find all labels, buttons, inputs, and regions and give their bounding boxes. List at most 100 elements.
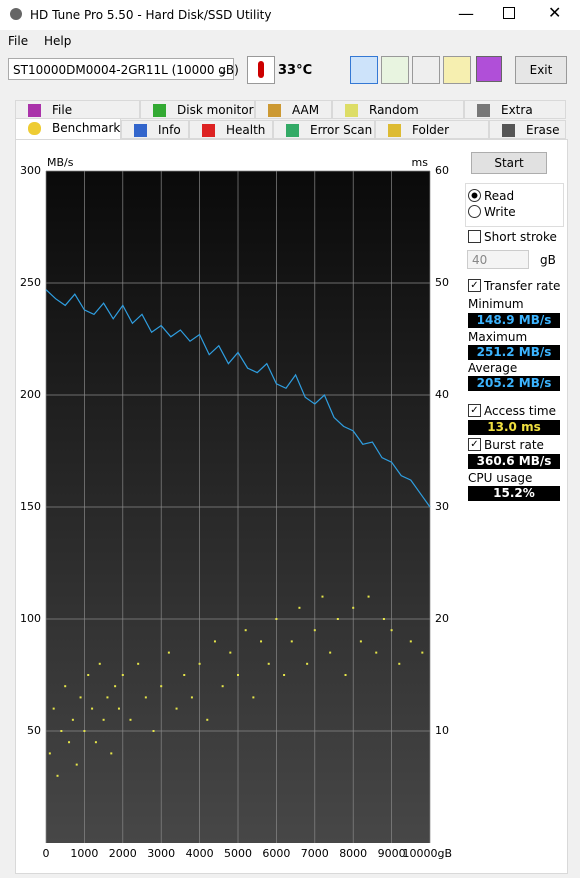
short-stroke-label: Short stroke bbox=[484, 230, 557, 244]
options-button[interactable] bbox=[443, 56, 471, 84]
access-time-point bbox=[244, 629, 247, 632]
tab[interactable]: Disk monitor bbox=[140, 100, 255, 119]
radio-write[interactable] bbox=[468, 205, 481, 218]
access-time-point bbox=[64, 685, 67, 688]
y2-tick-label: 40 bbox=[435, 388, 449, 401]
y-tick-label: 300 bbox=[20, 164, 41, 177]
access-time-point bbox=[398, 662, 401, 665]
y-tick-label: 50 bbox=[27, 724, 41, 737]
access-time-point bbox=[48, 752, 51, 755]
access-time-point bbox=[68, 741, 71, 744]
access-time-point bbox=[152, 730, 155, 732]
start-button[interactable]: Start bbox=[471, 152, 547, 174]
access-time-point bbox=[79, 696, 82, 699]
transfer-rate-label: Transfer rate bbox=[484, 279, 561, 293]
maximize[interactable] bbox=[503, 7, 515, 19]
tab-label: AAM bbox=[292, 103, 320, 117]
access-time-point bbox=[306, 662, 309, 665]
short-stroke-checkbox[interactable] bbox=[468, 230, 481, 243]
burst-rate-value: 360.6 MB/s bbox=[468, 454, 560, 469]
stroke-unit: gB bbox=[540, 253, 556, 267]
tab[interactable]: AAM bbox=[255, 100, 332, 119]
drive-name: ST10000DM0004-2GR11L (10000 gB) bbox=[13, 63, 239, 77]
access-time-point bbox=[52, 707, 55, 710]
x-tick-label: 8000 bbox=[339, 847, 367, 860]
x-tick-label: 1000 bbox=[70, 847, 98, 860]
tab-label: Erase bbox=[526, 123, 560, 137]
maximum-value: 251.2 MB/s bbox=[468, 345, 560, 360]
title-bar bbox=[0, 0, 580, 30]
access-time-point bbox=[75, 763, 78, 766]
access-time-checkbox[interactable]: ✓ bbox=[468, 404, 481, 417]
save-button[interactable] bbox=[476, 56, 502, 82]
tab[interactable]: File Benchmark bbox=[15, 100, 140, 136]
app-icon bbox=[10, 8, 22, 20]
access-time-point bbox=[283, 674, 286, 676]
access-time-point bbox=[160, 685, 163, 688]
minimize[interactable]: — bbox=[458, 4, 474, 23]
tab[interactable]: Health bbox=[189, 120, 273, 139]
access-time-point bbox=[102, 718, 105, 721]
y-tick-label: 100 bbox=[20, 612, 41, 625]
screenshot-button[interactable] bbox=[412, 56, 440, 84]
access-time-label: Access time bbox=[484, 404, 557, 418]
tab[interactable]: Erase bbox=[489, 120, 566, 139]
access-time-point bbox=[267, 662, 270, 665]
copy-button-2[interactable] bbox=[381, 56, 409, 84]
access-time-point bbox=[321, 595, 324, 598]
access-time-point bbox=[198, 662, 201, 665]
exit-button[interactable]: Exit bbox=[515, 56, 567, 84]
x-tick-label: 9000 bbox=[378, 847, 406, 860]
access-time-point bbox=[329, 651, 332, 654]
x-tick-label: 5000 bbox=[224, 847, 252, 860]
tab[interactable]: Info bbox=[121, 120, 189, 139]
tab-label: Disk monitor bbox=[177, 103, 254, 117]
x-tick-label: 10000gB bbox=[402, 847, 452, 860]
y-axis-label: MB/s bbox=[47, 156, 74, 169]
burst-rate-label: Burst rate bbox=[484, 438, 544, 452]
tab[interactable]: Folder Usage bbox=[375, 120, 489, 156]
stroke-input[interactable]: 40 bbox=[467, 250, 529, 269]
chart: MB/s ms 0 1000 2000 3000 4000 5000 6000 7000 800… bbox=[20, 156, 452, 860]
tab-label: Info bbox=[158, 123, 181, 137]
access-time-point bbox=[110, 752, 113, 755]
tab[interactable]: Extra tests bbox=[464, 100, 566, 136]
tab[interactable]: Random Access bbox=[332, 100, 464, 136]
radio-read[interactable] bbox=[468, 189, 481, 202]
access-time-point bbox=[60, 730, 63, 732]
minimum-label: Minimum bbox=[468, 297, 524, 311]
temperature: 33°C bbox=[278, 63, 313, 78]
access-time-point bbox=[290, 640, 293, 643]
menu-file[interactable]: File bbox=[8, 34, 29, 48]
access-time-point bbox=[375, 651, 378, 654]
access-time-point bbox=[175, 707, 178, 710]
x-tick-label: 7000 bbox=[301, 847, 329, 860]
access-time-point bbox=[382, 618, 385, 620]
x-tick-label: 2000 bbox=[109, 847, 137, 860]
y2-tick-label: 30 bbox=[435, 500, 449, 513]
temp-icon bbox=[247, 56, 275, 84]
access-time-point bbox=[252, 696, 255, 699]
transfer-rate-checkbox[interactable]: ✓ bbox=[468, 279, 481, 292]
read-label: Read bbox=[484, 189, 515, 203]
y2-tick-label: 10 bbox=[435, 724, 449, 737]
access-time-point bbox=[421, 651, 424, 654]
menu-help[interactable]: Help bbox=[44, 34, 72, 48]
copy-button[interactable] bbox=[350, 56, 378, 84]
burst-rate-checkbox[interactable]: ✓ bbox=[468, 438, 481, 451]
close[interactable]: ✕ bbox=[548, 3, 562, 22]
access-time-point bbox=[121, 674, 124, 676]
transfer-rate-line bbox=[45, 289, 431, 508]
tab-active[interactable]: Benchmark bbox=[15, 118, 121, 140]
access-time-point bbox=[229, 651, 232, 654]
drive-select[interactable]: ST10000DM0004-2GR11L (10000 gB) ⌄ bbox=[8, 58, 239, 80]
access-time-point bbox=[221, 685, 224, 688]
tab-label: Error Scan bbox=[310, 123, 373, 137]
y2-tick-label: 20 bbox=[435, 612, 449, 625]
y-tick-label: 150 bbox=[20, 500, 41, 513]
maximum-label: Maximum bbox=[468, 330, 528, 344]
x-tick-label: 0 bbox=[43, 847, 50, 860]
access-time-point bbox=[94, 741, 97, 744]
y2-axis-label: ms bbox=[412, 156, 429, 169]
tab[interactable]: Error Scan bbox=[273, 120, 375, 139]
